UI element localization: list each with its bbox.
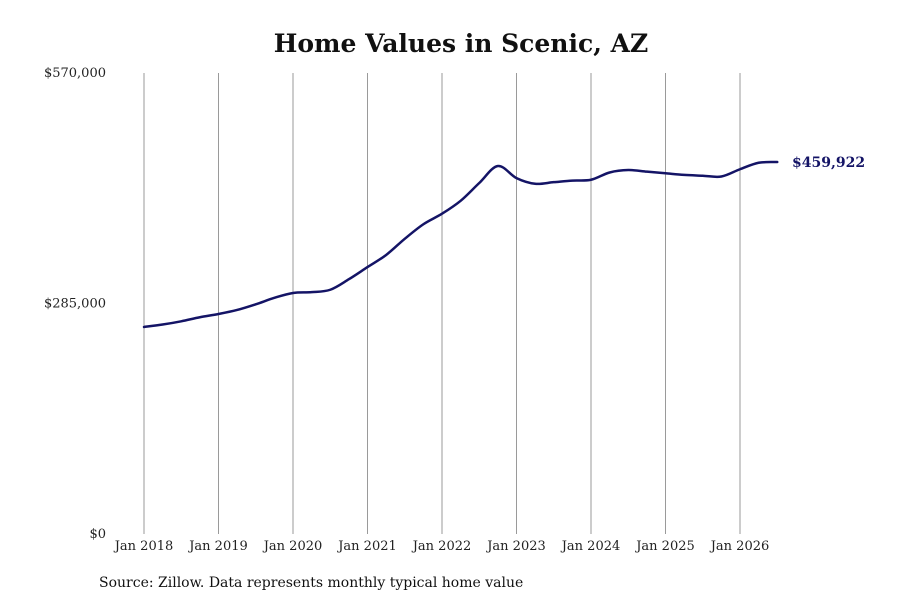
x-tick-label: Jan 2026: [709, 539, 770, 554]
chart-title: Home Values in Scenic, AZ: [274, 29, 649, 58]
source-note: Source: Zillow. Data represents monthly …: [99, 575, 523, 591]
x-axis-tick-labels: Jan 2018 Jan 2019 Jan 2020 Jan 2021 Jan 2022…: [113, 539, 770, 554]
gridlines: [143, 73, 741, 534]
x-tick-label: Jan 2021: [336, 539, 397, 554]
y-axis-tick-labels: $0 $285,000 $570,000: [44, 66, 106, 542]
x-tick-label: Jan 2018: [113, 539, 174, 554]
x-tick-label: Jan 2020: [262, 539, 323, 554]
x-tick-label: Jan 2022: [411, 539, 472, 554]
y-tick-label: $285,000: [44, 297, 106, 312]
y-tick-label: $570,000: [44, 66, 106, 81]
x-tick-label: Jan 2023: [485, 539, 546, 554]
x-tick-label: Jan 2024: [560, 539, 621, 554]
series-layer: [142, 160, 779, 329]
series-line: [142, 160, 779, 329]
x-tick-label: Jan 2025: [634, 539, 695, 554]
latest-value-label: $459,922: [792, 155, 865, 171]
x-tick-label: Jan 2019: [187, 539, 248, 554]
y-tick-label: $0: [89, 527, 106, 542]
